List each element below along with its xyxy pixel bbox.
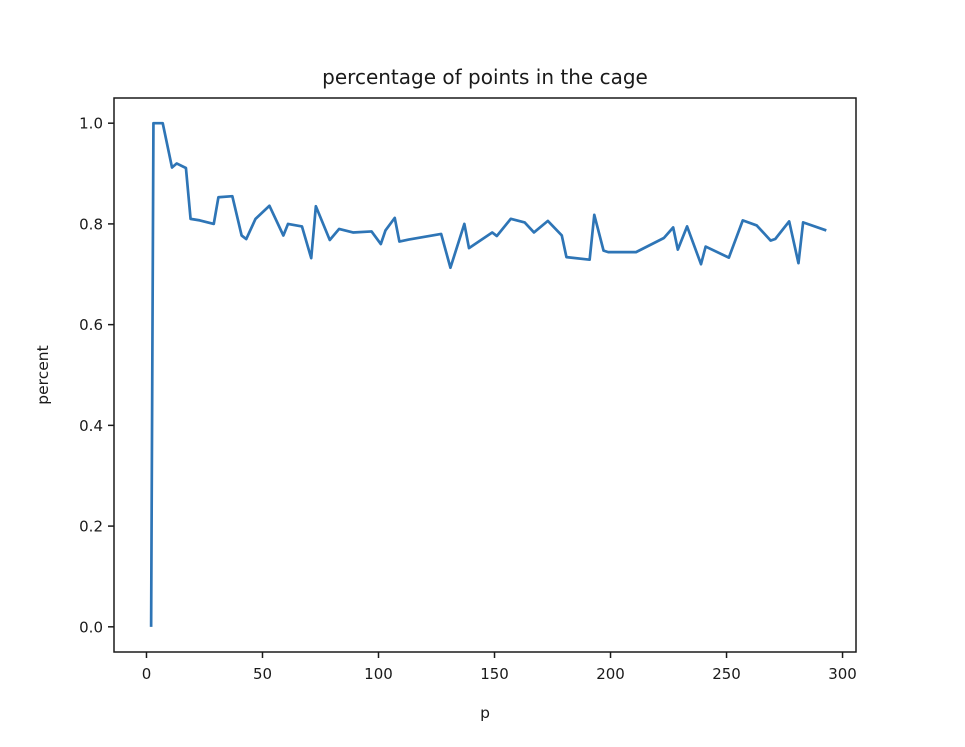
x-tick-label: 50 xyxy=(253,665,272,683)
y-axis-label: percent xyxy=(34,345,52,404)
plot-frame xyxy=(113,97,857,653)
y-tick-label: 0.4 xyxy=(79,417,103,435)
y-tick-label: 1.0 xyxy=(79,115,103,133)
x-tick-label: 250 xyxy=(712,665,741,683)
y-axis-ticks: 0.0 0.2 0.4 0.6 0.8 1.0 xyxy=(79,115,114,636)
x-tick-label: 200 xyxy=(596,665,625,683)
y-tick-label: 0.0 xyxy=(79,618,103,636)
y-tick-label: 0.8 xyxy=(79,215,103,233)
y-tick-label: 0.2 xyxy=(79,518,103,536)
x-tick-label: 150 xyxy=(480,665,509,683)
data-series-line xyxy=(149,121,827,627)
y-tick-label: 0.6 xyxy=(79,316,103,334)
x-tick-label: 300 xyxy=(828,665,857,683)
x-tick-label: 100 xyxy=(364,665,393,683)
x-tick-label: 0 xyxy=(142,665,152,683)
x-axis-ticks: 0 50 100 150 200 250 300 xyxy=(142,652,857,683)
chart-title: percentage of points in the cage xyxy=(322,65,648,89)
x-axis-label: p xyxy=(480,704,490,722)
